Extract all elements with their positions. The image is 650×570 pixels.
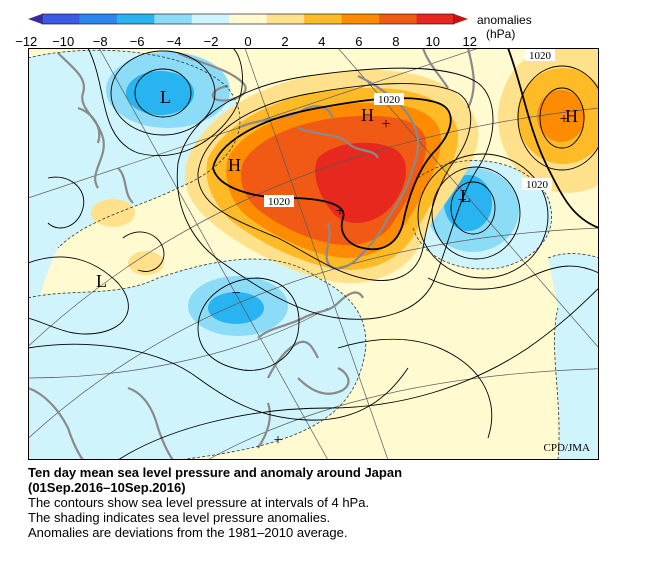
- isobar-low-east-outer: [417, 153, 549, 279]
- isobar-west-low-ring: [197, 277, 300, 371]
- low-center-northwest: L: [160, 87, 171, 107]
- isobar-value-label: 1020: [264, 195, 294, 208]
- isobar-low-east-mid: [431, 166, 521, 260]
- colorbar-swatch: [79, 14, 118, 24]
- colorbar-tick-label: 8: [392, 34, 399, 49]
- high-center-north: H: [361, 105, 374, 125]
- map-labels: L H H H L L + + − + + − 1020 1020 1020 1020 CPD/JMA: [96, 49, 590, 454]
- negative-anomaly-northwest-deep: [126, 71, 194, 115]
- colorbar-swatch: [379, 14, 418, 24]
- colorbar-swatch: [229, 14, 268, 24]
- colorbar-tick-label: −10: [52, 34, 74, 49]
- colorbar-tick-label: 2: [281, 34, 288, 49]
- isobar-1012-outer: [176, 67, 494, 320]
- colorbar-tick-label: −2: [204, 34, 219, 49]
- isobar-value-label: 1020: [374, 93, 404, 106]
- colorbar-left-arrow: [28, 14, 42, 24]
- isobar-high-northeast-inner: [539, 87, 585, 149]
- high-center-northeast: H: [565, 106, 578, 126]
- isobar-south-long: [117, 287, 599, 460]
- anomaly-center-mark: −: [231, 285, 240, 302]
- colorbar-tick-label: −4: [167, 34, 182, 49]
- isobar-1020-main: [212, 97, 452, 251]
- isobar-high-northeast-outer: [517, 65, 599, 171]
- low-center-west: L: [96, 271, 107, 291]
- positive-anomaly-northeast-core: [537, 90, 585, 142]
- positive-anomaly-west-blob: [91, 199, 135, 227]
- svg-text:1020: 1020: [378, 94, 401, 106]
- colorbar-title: anomalies: [477, 13, 532, 27]
- anomaly-center-mark: +: [335, 203, 344, 220]
- colorbar-swatch: [42, 14, 80, 24]
- anomaly-center-mark: +: [381, 116, 390, 133]
- colorbar-swatch: [416, 14, 455, 24]
- isobar-low-northwest-inner: [134, 68, 192, 118]
- colorbar-swatch: [191, 14, 230, 24]
- map-credit: CPD/JMA: [544, 442, 591, 454]
- isobar-low-northwest-mid: [110, 50, 216, 136]
- isobar-low-northwest-outer: [87, 48, 243, 157]
- isobar-west-trough: [28, 256, 129, 335]
- caption-line-1: The contours show sea level pressure at …: [28, 495, 370, 510]
- anomaly-colorbar: −12 −10 −8 −6 −4 −2 0 2 4 6 8 10 12 anomalies (hPa): [15, 13, 532, 49]
- caption-line-3: Anomalies are deviations from the 1981–2…: [28, 525, 348, 540]
- high-center-west: H: [228, 155, 241, 175]
- isobar-east-loop: [427, 265, 599, 290]
- sea-level-pressure-map: L H H H L L + + − + + − 1020 1020 1020 1020 CPD/JMA: [28, 48, 599, 460]
- colorbar-tick-label: 4: [318, 34, 325, 49]
- colorbar-tick-label: −8: [93, 34, 108, 49]
- colorbar-swatch: [116, 14, 155, 24]
- svg-text:1020: 1020: [529, 50, 552, 62]
- negative-anomaly-west-deep: [208, 292, 264, 324]
- isobar-west-wiggle-2: [122, 231, 165, 272]
- isobar-value-label: 1020: [525, 49, 555, 62]
- isobar-southwest-long: [28, 343, 409, 421]
- colorbar-tick-label: 12: [462, 34, 476, 49]
- graticule: [28, 48, 599, 460]
- isobar-low-east-inner: [450, 181, 496, 235]
- colorbar-tick-label: 10: [426, 34, 440, 49]
- colorbar-swatch: [304, 14, 343, 24]
- low-center-east: L: [460, 186, 471, 206]
- colorbar-swatch: [154, 14, 193, 24]
- map-frame: [28, 48, 599, 460]
- caption-period: (01Sep.2016–10Sep.2016): [28, 480, 186, 495]
- caption: Ten day mean sea level pressure and anom…: [28, 465, 628, 540]
- colorbar-tick-label: −12: [15, 34, 37, 49]
- colorbar-tick-label: 0: [244, 34, 251, 49]
- colorbar-unit: (hPa): [486, 27, 515, 41]
- colorbar-tick-label: 6: [355, 34, 362, 49]
- colorbar-swatch: [341, 14, 380, 24]
- anomaly-center-mark: −: [457, 192, 466, 209]
- colorbar-right-arrow: [454, 14, 468, 24]
- isobar-west-wiggle: [47, 176, 85, 229]
- svg-text:1020: 1020: [526, 179, 549, 191]
- caption-line-2: The shading indicates sea level pressure…: [28, 510, 331, 525]
- svg-text:1020: 1020: [268, 196, 291, 208]
- negative-anomaly-far-east: [548, 253, 599, 460]
- isobar-south-east: [337, 338, 493, 439]
- anomaly-center-mark: +: [559, 111, 568, 128]
- positive-anomaly-peak: [315, 142, 406, 224]
- anomaly-center-mark: +: [273, 432, 282, 449]
- colorbar-tick-label: −6: [130, 34, 145, 49]
- isobar-value-label: 1020: [522, 178, 552, 191]
- caption-title: Ten day mean sea level pressure and anom…: [28, 465, 403, 480]
- isobars: [28, 48, 599, 460]
- colorbar-swatch: [266, 14, 305, 24]
